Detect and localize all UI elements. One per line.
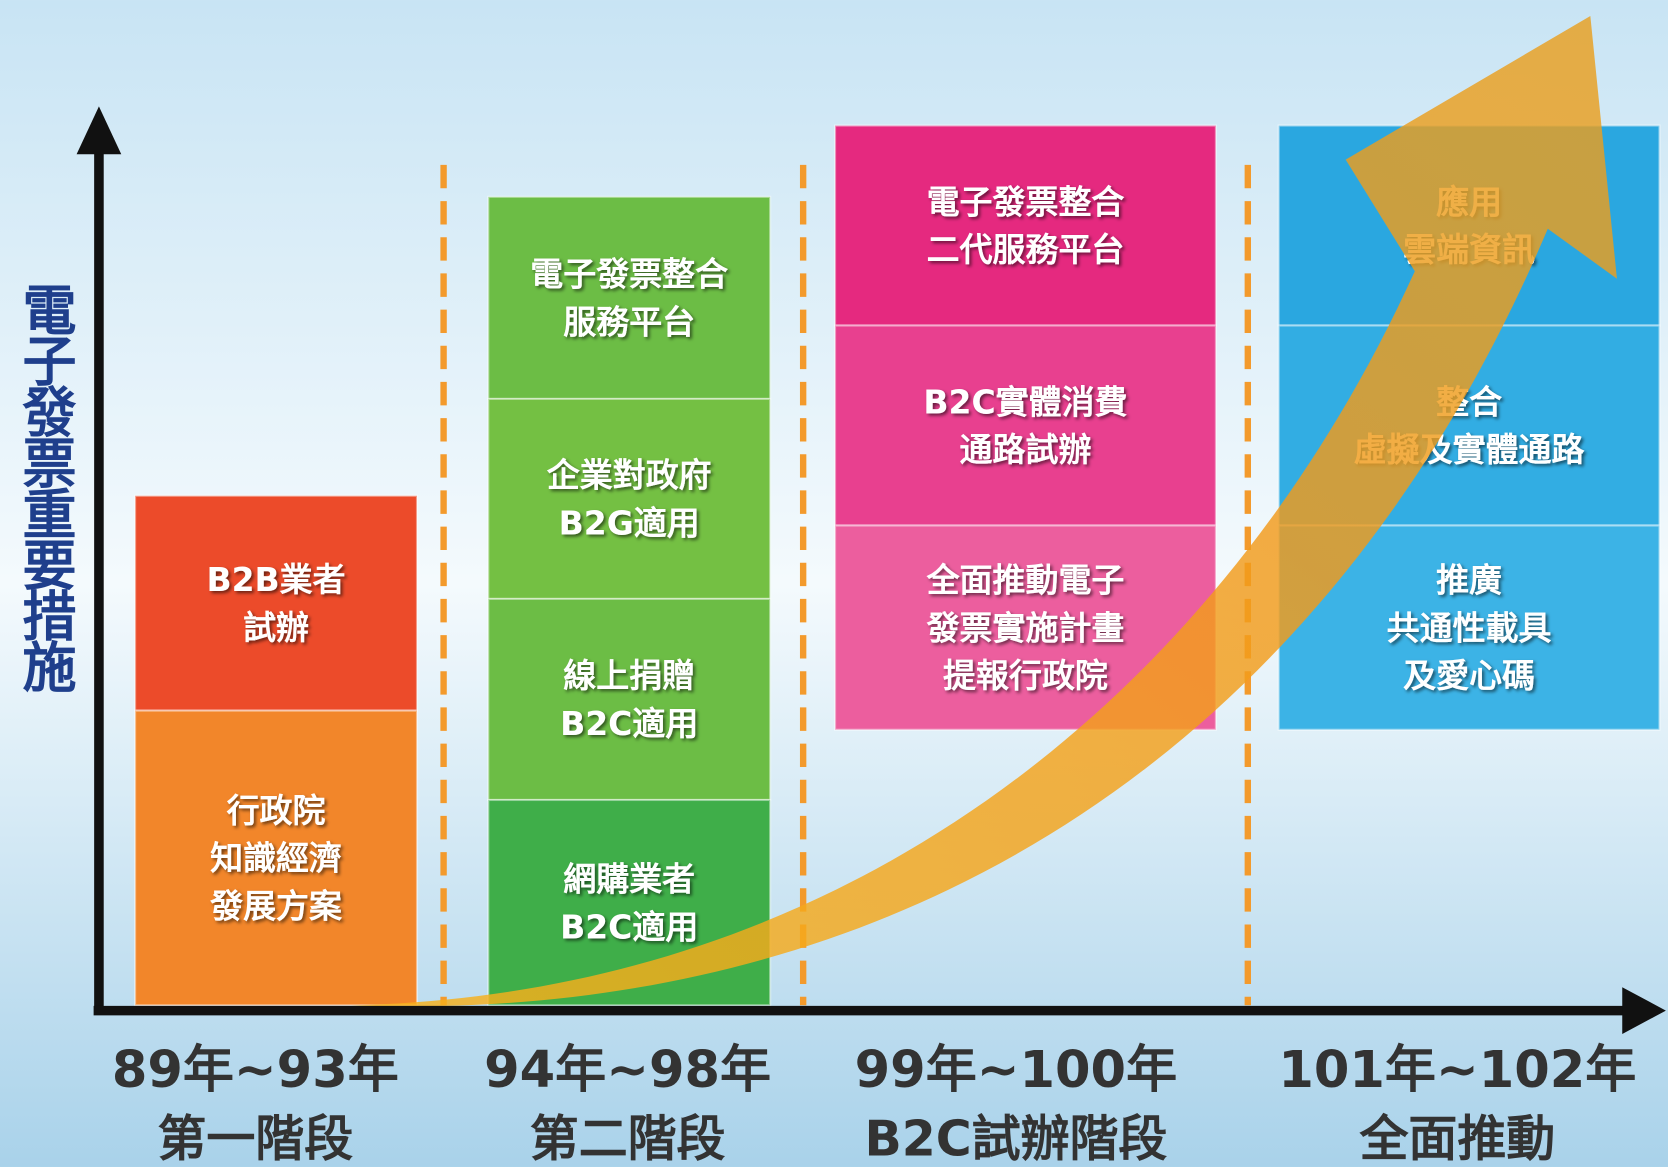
- stage-item-box: [835, 326, 1216, 526]
- stage-item-text: 提報行政院: [943, 656, 1108, 695]
- stage-item-text: 電子發票整合: [927, 182, 1125, 221]
- stage-item-text: B2B業者: [206, 560, 345, 599]
- stage-item-text: 通路試辦: [960, 430, 1092, 469]
- y-axis-label: 電子發票重要措施: [14, 282, 74, 690]
- stage-item-text: B2C適用: [560, 907, 698, 946]
- stage-item-text: 試辦: [243, 608, 309, 647]
- stage-item-text: 全面推動電子: [926, 560, 1125, 599]
- diagram: B2B業者試辦行政院知識經濟發展方案電子發票整合服務平台企業對政府B2G適用線上…: [0, 0, 1668, 1167]
- stage-name: B2C試辦階段: [864, 1110, 1167, 1167]
- stage-item-box: [488, 197, 770, 399]
- stage-item-text: 知識經濟: [210, 839, 342, 878]
- stage-name: 第一階段: [157, 1110, 353, 1167]
- stage-item-text: 共通性載具: [1387, 608, 1552, 647]
- stage-item-text: 網購業者: [563, 859, 695, 898]
- page: B2B業者試辦行政院知識經濟發展方案電子發票整合服務平台企業對政府B2G適用線上…: [0, 0, 1668, 1167]
- stage-item-text: 二代服務平台: [927, 230, 1125, 269]
- stage-item-text: 電子發票整合: [530, 255, 728, 294]
- stage-item-text: B2C實體消費: [923, 382, 1127, 421]
- stage-item-text: 發展方案: [209, 887, 343, 926]
- stage-item-box: [488, 599, 770, 800]
- stage-period: 89年~93年: [112, 1041, 399, 1100]
- stage-item-text: 服務平台: [563, 303, 695, 342]
- stage-item-text: 線上捐贈: [563, 656, 695, 695]
- stage-period: 94年~98年: [484, 1041, 771, 1100]
- stage-item-text: 企業對政府: [547, 456, 712, 495]
- stage-name: 全面推動: [1359, 1110, 1556, 1167]
- stage-name: 第二階段: [530, 1110, 726, 1167]
- stage-item-text: 發票實施計畫: [926, 608, 1125, 647]
- stage-item-text: 推廣: [1436, 560, 1502, 599]
- stage-item-box: [135, 496, 417, 711]
- stage-item-box: [835, 126, 1216, 326]
- stage-item-text: B2C適用: [560, 704, 698, 743]
- stage-period: 101年~102年: [1278, 1041, 1636, 1100]
- stage-item-box: [488, 399, 770, 599]
- stage-item-text: B2G適用: [559, 504, 700, 543]
- stage-item-text: 行政院: [226, 791, 326, 830]
- stage-item-text: 及愛心碼: [1403, 656, 1535, 695]
- stage-period: 99年~100年: [855, 1041, 1177, 1100]
